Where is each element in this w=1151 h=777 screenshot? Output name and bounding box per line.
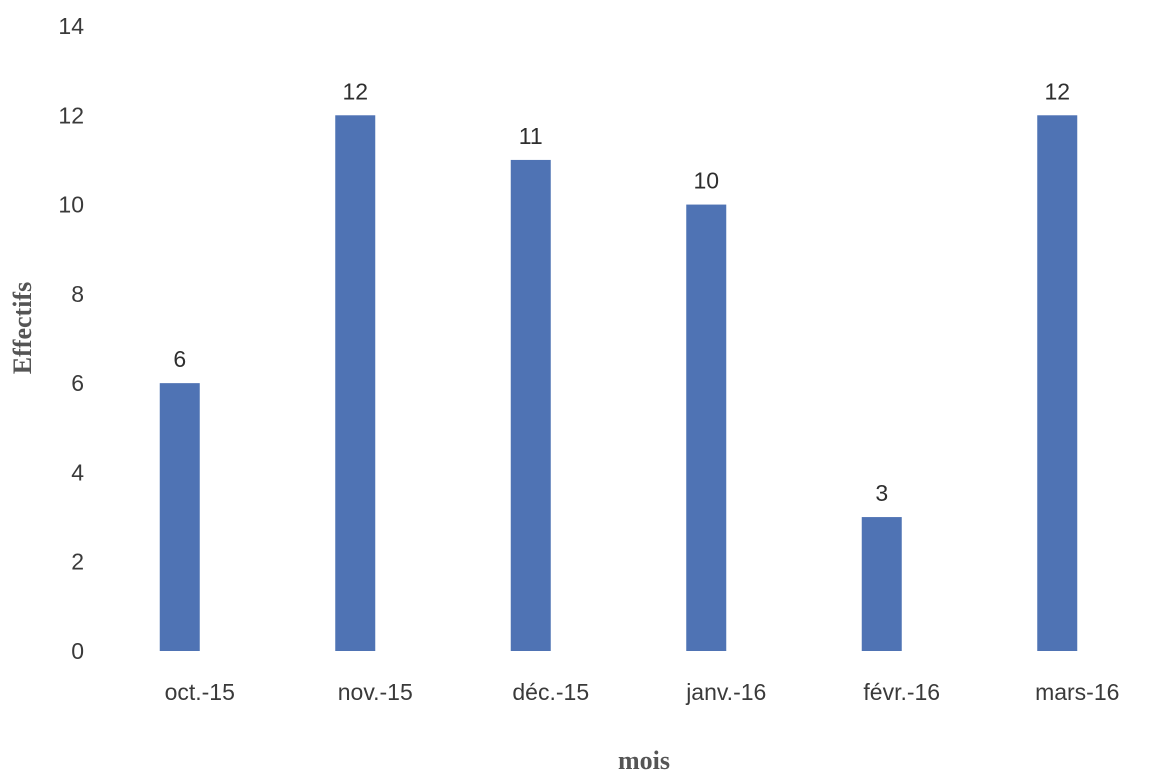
y-tick-label: 14: [58, 13, 84, 39]
y-axis-title: Effectifs: [8, 282, 37, 374]
data-label: 12: [1044, 78, 1070, 104]
y-tick-label: 4: [71, 459, 84, 485]
x-tick-label: févr.-16: [863, 679, 940, 705]
x-tick-label: nov.-15: [338, 679, 413, 705]
y-axis-ticks: 0 2 4 6 8 10 12 14: [58, 13, 84, 664]
y-tick-label: 6: [71, 370, 84, 396]
data-label: 10: [693, 168, 719, 194]
x-axis-ticks: oct.-15 nov.-15 déc.-15 janv.-16 févr.-16 mar…: [165, 679, 1120, 705]
y-tick-label: 10: [58, 192, 84, 218]
x-tick-label: déc.-15: [512, 679, 589, 705]
x-tick-label: janv.-16: [685, 679, 766, 705]
y-tick-label: 8: [71, 281, 84, 307]
bar: [335, 115, 375, 651]
x-axis-title: mois: [618, 746, 670, 775]
bar: [1037, 115, 1077, 651]
data-labels: 6 12 11 10 3 12: [173, 78, 1070, 506]
bar: [511, 160, 551, 651]
bar: [160, 383, 200, 651]
y-tick-label: 0: [71, 638, 84, 664]
bar: [862, 517, 902, 651]
data-label: 6: [173, 346, 186, 372]
x-tick-label: mars-16: [1035, 679, 1119, 705]
bar: [686, 205, 726, 651]
y-tick-label: 2: [71, 549, 84, 575]
bars: [160, 115, 1078, 651]
data-label: 3: [875, 480, 888, 506]
data-label: 12: [342, 78, 368, 104]
x-tick-label: oct.-15: [165, 679, 235, 705]
y-tick-label: 12: [58, 102, 84, 128]
data-label: 11: [519, 123, 543, 149]
